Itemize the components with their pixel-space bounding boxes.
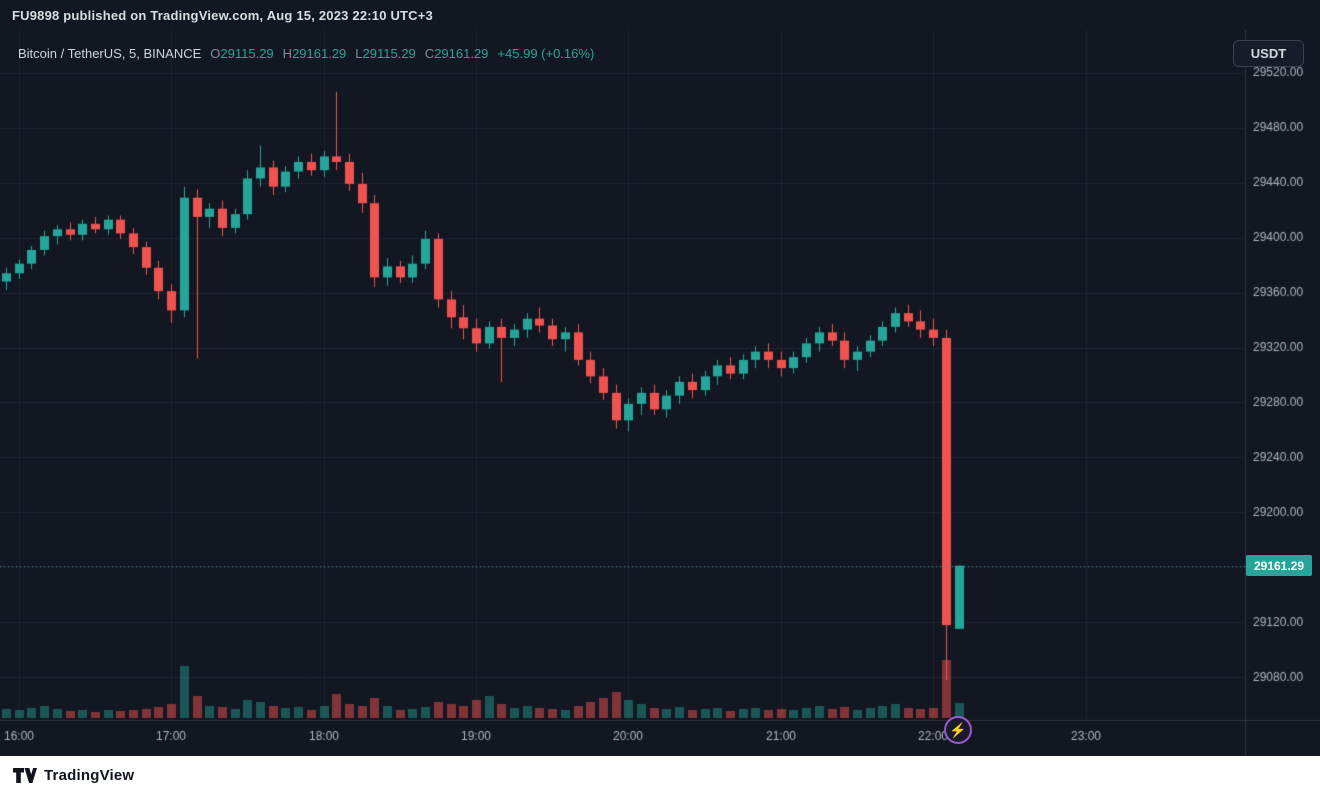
last-price-label: 29161.29 [1246,555,1312,577]
chart-legend: Bitcoin / TetherUS, 5, BINANCE O29115.29… [18,46,594,61]
publish-info: FU9898 published on TradingView.com, Aug… [12,7,433,23]
publish-titlebar: FU9898 published on TradingView.com, Aug… [0,0,1320,30]
tradingview-logo-icon[interactable] [13,767,37,783]
currency-toggle-button[interactable]: USDT [1233,40,1304,67]
ohlc-open: O29115.29 [210,46,274,61]
time-axis[interactable] [0,720,1245,756]
price-axis[interactable] [1245,30,1320,720]
chart-pane: Bitcoin / TetherUS, 5, BINANCE O29115.29… [0,30,1320,756]
symbol-description[interactable]: Bitcoin / TetherUS, 5, BINANCE [18,46,202,61]
ohlc-close: C29161.29 [424,46,489,61]
ohlc-high: H29161.29 [282,46,347,61]
snapshot-footer: TradingView [0,756,1320,794]
flash-marker-icon[interactable]: ⚡ [944,716,972,744]
ohlc-low: L29115.29 [355,46,416,61]
chart-canvas[interactable] [0,30,1320,756]
price-change: +45.99 (+0.16%) [497,46,595,61]
tradingview-wordmark[interactable]: TradingView [44,766,135,784]
